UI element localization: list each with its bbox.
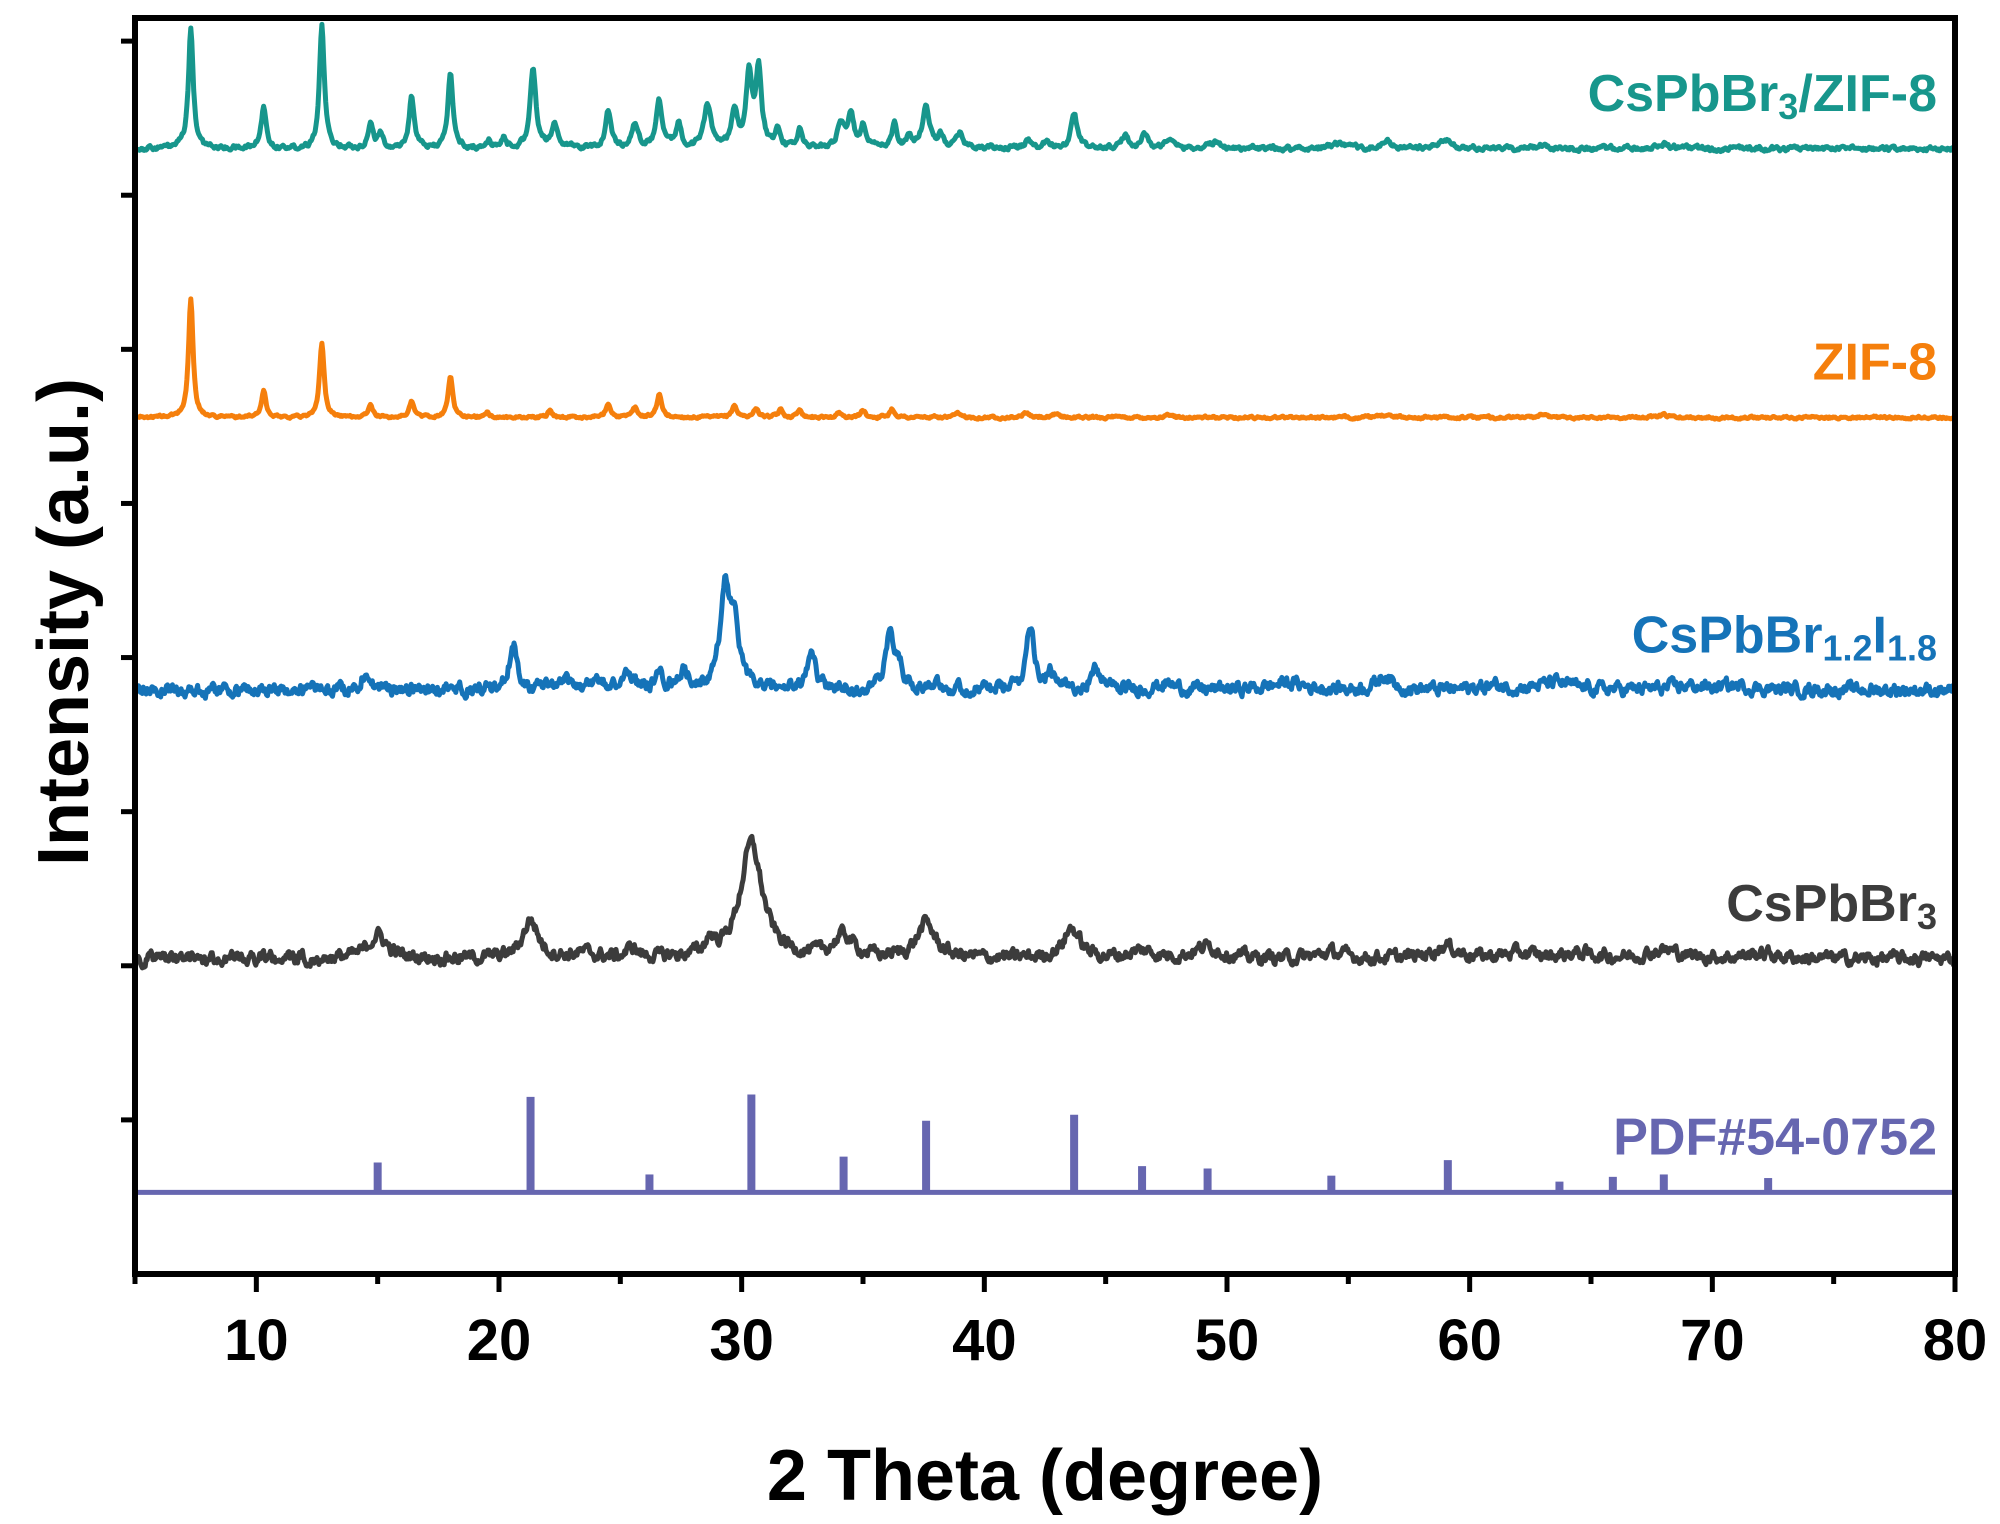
x-tick-label: 40: [952, 1308, 1017, 1373]
x-tick-label: 70: [1680, 1308, 1745, 1373]
x-axis-title: 2 Theta (degree): [767, 1436, 1323, 1516]
series-line-2: [135, 21, 1957, 155]
series-line-4: [135, 573, 1957, 701]
y-axis-title: Intensity (a.u.): [24, 378, 104, 866]
x-tick-label: 20: [467, 1308, 532, 1373]
series-label-5: CsPbBr3: [1726, 875, 1937, 937]
chart-traces: [134, 21, 1957, 1195]
x-tick-label: 80: [1923, 1308, 1988, 1373]
plot-frame: [132, 15, 1958, 1277]
series-line-3: [135, 296, 1957, 422]
reference-label: PDF#54-0752: [1613, 1109, 1937, 1167]
x-tick-label: 10: [224, 1308, 289, 1373]
series-label-3: ZIF-8: [1813, 334, 1937, 392]
series-labels: CsPbBr1.2I1.8/ZIF-8CsPbBr3/ZIF-8ZIF-8CsP…: [1588, 65, 1937, 1167]
x-axis-ticks: 10 20 30 40 50 60 70 80: [132, 1274, 1988, 1373]
x-tick-label: 30: [709, 1308, 774, 1373]
series-line-5: [134, 833, 1957, 971]
y-axis-ticks: [121, 38, 135, 1123]
series-label-4: CsPbBr1.2I1.8: [1632, 606, 1937, 668]
x-tick-label: 50: [1195, 1308, 1260, 1373]
x-tick-label: 60: [1437, 1308, 1502, 1373]
series-label-2: CsPbBr3/ZIF-8: [1588, 65, 1937, 127]
